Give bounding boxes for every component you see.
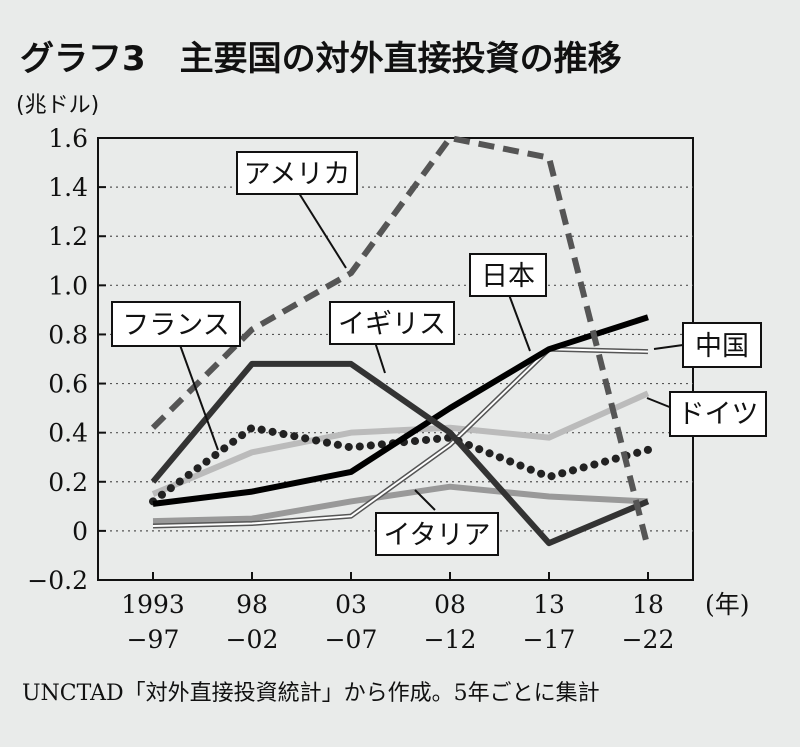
- x-tick-label-bottom: −02: [226, 625, 279, 654]
- x-tick-label-bottom: −97: [127, 625, 180, 654]
- series-line-germany: [151, 390, 650, 497]
- callout-italy: イタリア: [375, 489, 499, 556]
- series-line-china: [152, 314, 649, 507]
- callout-uk: イギリス: [329, 301, 455, 374]
- x-tick-label-bottom: −12: [424, 625, 477, 654]
- y-tick-label: 1.6: [48, 124, 88, 153]
- y-tick-label: 1.0: [48, 271, 88, 300]
- x-tick-label-bottom: −17: [523, 625, 576, 654]
- y-tick-label: 0: [72, 517, 88, 546]
- x-tick-label-top: 98: [236, 590, 268, 619]
- callout-germany-label: ドイツ: [678, 399, 759, 430]
- y-tick-label: −0.2: [27, 566, 88, 595]
- callout-germany: ドイツ: [646, 391, 767, 437]
- y-axis: 1.6 1.4 1.2 1.0 0.8 0.6 0.4 0.2 0 −0.2: [27, 124, 106, 595]
- x-tick-label-top: 13: [533, 590, 565, 619]
- y-tick-label: 0.4: [48, 419, 88, 448]
- series-line-uk: [150, 360, 650, 547]
- x-unit-label: (年): [705, 590, 750, 619]
- chart-title: グラフ3 主要国の対外直接投資の推移: [20, 39, 622, 79]
- x-tick-label-bottom: −07: [325, 625, 378, 654]
- callout-china-label: 中国: [695, 331, 749, 362]
- x-tick-label-top: 03: [335, 590, 367, 619]
- series-line-japan-inner: [152, 348, 649, 527]
- callout-china: 中国: [653, 322, 762, 368]
- x-tick-label-bottom: −22: [622, 625, 675, 654]
- y-tick-label: 1.2: [48, 222, 88, 251]
- y-tick-label: 0.2: [48, 468, 88, 497]
- y-tick-label: 0.8: [48, 320, 88, 349]
- callout-japan-label: 日本: [481, 261, 535, 292]
- callout-italy-label: イタリア: [384, 520, 491, 551]
- y-tick-label: 0.6: [48, 370, 88, 399]
- x-tick-label-top: 08: [434, 590, 466, 619]
- callout-japan: 日本: [469, 253, 547, 352]
- source-note: UNCTAD「対外直接投資統計」から作成。5年ごとに集計: [22, 681, 600, 706]
- series-line-america: [150, 135, 651, 549]
- callout-america: アメリカ: [236, 151, 358, 269]
- callout-uk-label: イギリス: [338, 309, 446, 340]
- series-line-italy: [152, 483, 649, 525]
- callout-france-label: フランス: [122, 310, 229, 341]
- callout-france: フランス: [111, 301, 241, 451]
- y-unit-label: (兆ドル): [16, 93, 99, 118]
- x-tick-label-top: 1993: [121, 590, 185, 619]
- callout-america-label: アメリカ: [244, 159, 351, 190]
- y-tick-label: 1.4: [48, 173, 88, 202]
- x-tick-label-top: 18: [632, 590, 664, 619]
- series-lines: [149, 135, 652, 549]
- x-axis: 1993 −97 98 −02 03 −07 08 −12 13 −17 18 −22: [121, 572, 674, 654]
